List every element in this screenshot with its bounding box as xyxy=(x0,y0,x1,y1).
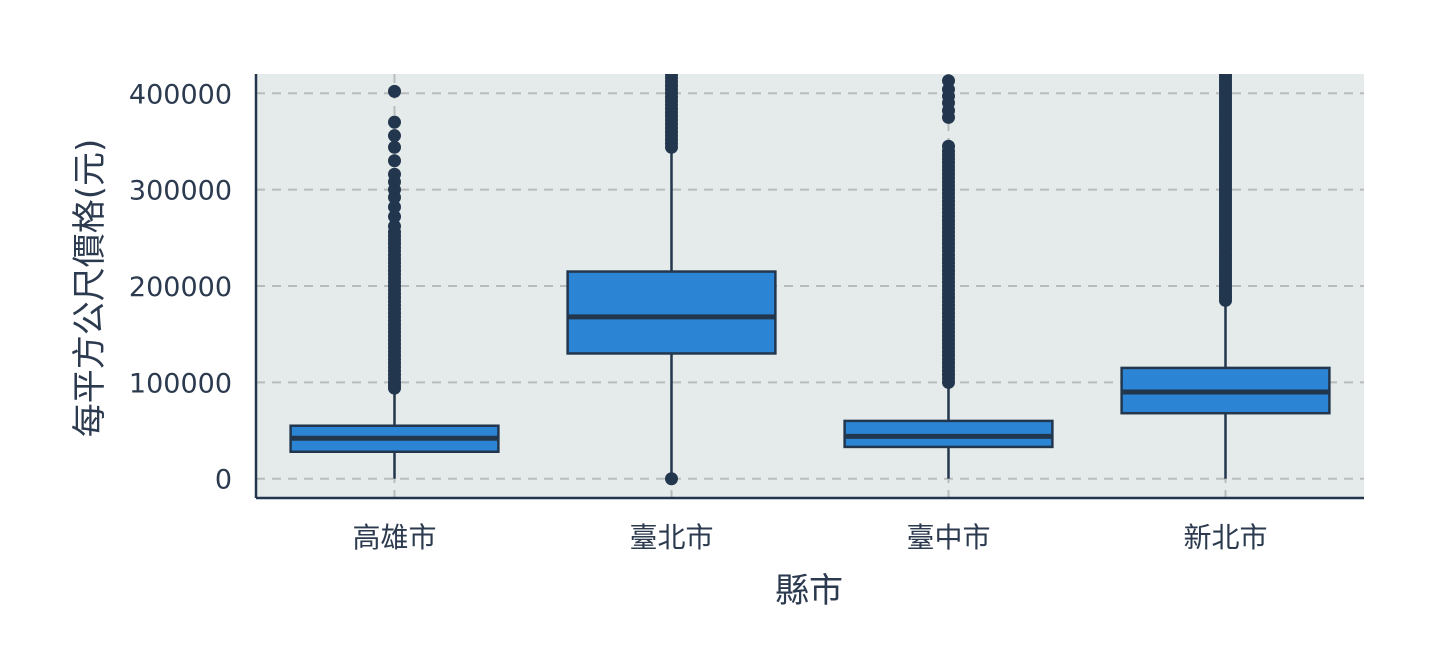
x-axis-title: 縣市 xyxy=(775,571,843,611)
x-tick-label: 臺北市 xyxy=(629,521,713,554)
axes: 0 100000 200000 300000 400000 高雄市 臺北市 臺中市 新北市 xyxy=(129,74,1364,554)
outlier-point xyxy=(388,129,401,143)
x-tick-label: 臺中市 xyxy=(906,521,990,554)
x-tick-label: 高雄市 xyxy=(352,521,436,554)
outlier-point xyxy=(388,140,401,154)
y-tick-label: 200000 xyxy=(129,272,232,303)
outlier-point xyxy=(942,74,955,88)
y-tick-label: 300000 xyxy=(129,176,232,207)
outlier-point xyxy=(388,154,401,168)
outlier-point xyxy=(388,115,401,129)
outlier-point xyxy=(665,74,678,81)
box-group xyxy=(289,84,500,479)
y-tick-label: 0 xyxy=(215,465,232,496)
box-group xyxy=(566,74,777,486)
box-group xyxy=(1120,74,1331,479)
y-axis-title: 每平方公尺價格(元) xyxy=(70,139,110,438)
outlier-point xyxy=(388,219,401,233)
box xyxy=(566,270,777,355)
data-layer xyxy=(289,74,1331,486)
outlier-point xyxy=(388,84,401,98)
box-group xyxy=(843,74,1054,479)
y-tick-label: 400000 xyxy=(129,79,232,110)
outlier-point xyxy=(1219,74,1232,82)
outlier-point xyxy=(388,167,401,181)
outlier-point xyxy=(942,139,955,153)
x-tick-label: 新北市 xyxy=(1183,521,1267,554)
outlier-point xyxy=(388,200,401,214)
outlier-point xyxy=(665,472,678,486)
y-tick-label: 100000 xyxy=(129,368,232,399)
outlier-point xyxy=(388,210,401,224)
